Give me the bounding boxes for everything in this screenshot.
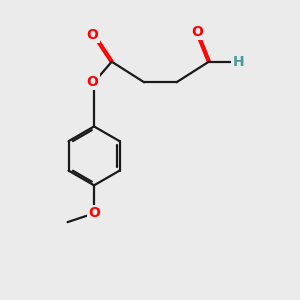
Text: H: H <box>232 55 244 69</box>
Text: O: O <box>88 206 100 220</box>
Text: O: O <box>191 25 203 39</box>
Text: O: O <box>87 75 98 89</box>
Text: O: O <box>87 28 98 42</box>
